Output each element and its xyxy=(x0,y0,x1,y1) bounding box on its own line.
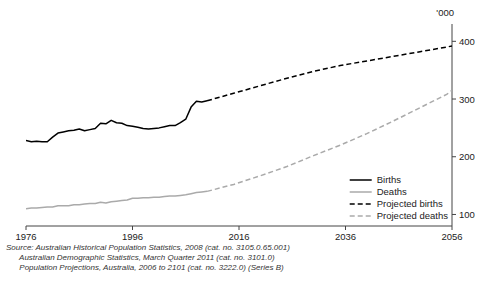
background xyxy=(0,0,496,284)
legend-label: Births xyxy=(377,174,402,185)
legend: BirthsDeathsProjected birthsProjected de… xyxy=(350,174,449,221)
plot-lines xyxy=(26,46,452,209)
y-tick-label: 300 xyxy=(459,94,475,105)
y-tick-label: 400 xyxy=(459,36,475,47)
y-tick-label: 200 xyxy=(459,151,475,162)
y-axis-label: '000 xyxy=(436,7,454,18)
x-tick-label: 2036 xyxy=(335,231,356,242)
x-tick xyxy=(26,226,27,230)
legend-swatch xyxy=(350,203,372,205)
series-line xyxy=(207,90,452,191)
x-tick-label: 1976 xyxy=(15,231,36,242)
series-line xyxy=(26,101,207,142)
y-axis-line xyxy=(452,24,453,226)
legend-label: Deaths xyxy=(377,186,407,197)
x-tick-label: 2056 xyxy=(441,231,462,242)
legend-swatch xyxy=(350,191,372,193)
x-tick xyxy=(345,226,346,230)
source-line: Australian Demographic Statistics, March… xyxy=(6,253,275,262)
legend-label: Projected births xyxy=(377,198,443,209)
series-line xyxy=(26,191,207,208)
source-text: Source: Australian Historical Population… xyxy=(6,243,290,272)
x-tick xyxy=(132,226,133,230)
legend-label: Projected deaths xyxy=(377,210,449,221)
x-tick xyxy=(452,226,453,230)
legend-swatch xyxy=(350,215,372,217)
legend-swatch xyxy=(350,179,372,181)
series-line xyxy=(207,46,452,101)
x-tick-label: 2016 xyxy=(228,231,249,242)
y-tick xyxy=(452,214,456,215)
source-line: Population Projections, Australia, 2006 … xyxy=(6,263,284,272)
chart: 1976 1996 2016 2036 2056 100 200 300 400 '000 Birt… xyxy=(0,0,496,284)
y-tick xyxy=(452,41,456,42)
x-tick-label: 1996 xyxy=(122,231,143,242)
x-tick xyxy=(239,226,240,230)
y-tick xyxy=(452,99,456,100)
y-tick-label: 100 xyxy=(459,209,475,220)
y-tick xyxy=(452,156,456,157)
source-line: Source: Australian Historical Population… xyxy=(6,243,290,252)
